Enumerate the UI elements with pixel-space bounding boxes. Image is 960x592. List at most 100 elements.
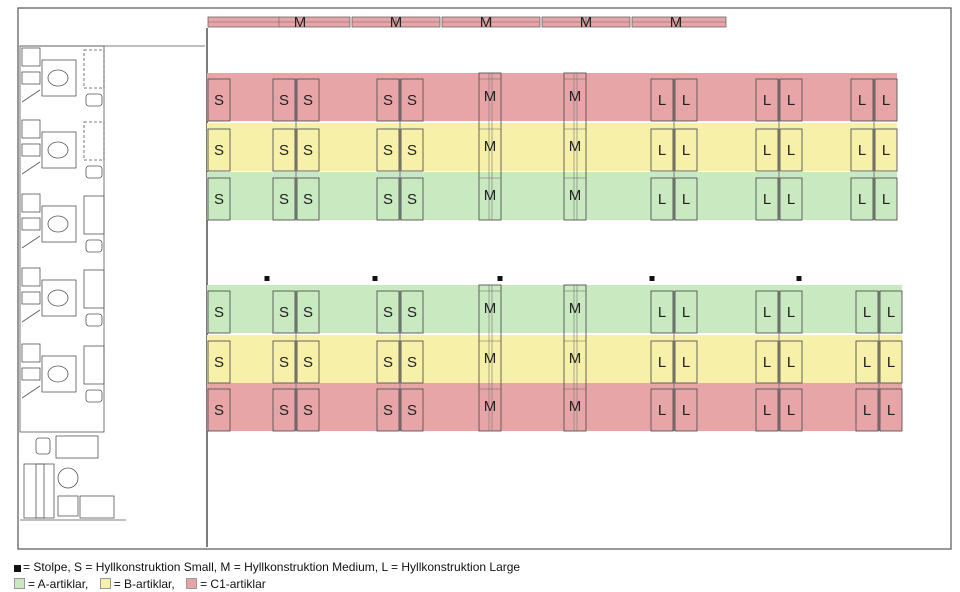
bottom-rack-unit: M M M <box>563 284 587 432</box>
shelf-label: L <box>763 402 771 419</box>
shelf-label: L <box>882 92 890 109</box>
wall-shelf-unit: M <box>351 14 441 31</box>
bottom-rack-unit: L LL LL L <box>650 290 698 432</box>
shelf-label: L <box>787 304 795 321</box>
shelf-label: S <box>214 402 224 419</box>
bottom-row-band <box>207 335 902 383</box>
shelf-label: M <box>484 88 497 105</box>
shelf-label: M <box>484 300 497 317</box>
post-marker <box>796 276 802 281</box>
shelf-label: S <box>303 304 313 321</box>
top-rack-unit: S SS SS S <box>376 78 424 221</box>
shelf-label: S <box>407 402 417 419</box>
post-marker <box>649 276 655 281</box>
shelf-label: S <box>279 354 289 371</box>
shelf-label: S <box>214 92 224 109</box>
shelf-label: S <box>279 191 289 208</box>
bottom-rack-unit: S SS SS S <box>376 290 424 432</box>
shelf-label: S <box>214 304 224 321</box>
shelf-label: S <box>214 354 224 371</box>
top-rack-unit: L LL LL L <box>650 78 698 221</box>
shelf-label: M <box>569 300 582 317</box>
shelf-label: M <box>484 187 497 204</box>
shelf-label: L <box>682 142 690 159</box>
shelf-label: S <box>383 191 393 208</box>
legend-line-2: = A-artiklar, = B-artiklar, = C1-artikla… <box>14 577 266 591</box>
top-rack-unit: M M M <box>478 72 502 221</box>
top-rack-unit: S SS SS S <box>272 78 320 221</box>
bottom-rack-unit: S SS SS S <box>272 290 320 432</box>
top-rack-unit: M M M <box>563 72 587 221</box>
shelf-label: L <box>682 304 690 321</box>
top-row-band <box>207 172 897 220</box>
wall-shelf-label: M <box>480 14 493 31</box>
c1-articles-swatch <box>186 578 198 589</box>
shelf-label: S <box>279 304 289 321</box>
shelf-label: L <box>682 92 690 109</box>
bottom-rack-unit: L LL LL L <box>855 290 903 432</box>
shelf-label: L <box>863 304 871 321</box>
shelf-label: L <box>887 402 895 419</box>
office-area <box>19 45 205 521</box>
shelf-label: S <box>303 354 313 371</box>
top-rack-unit: L LL LL L <box>850 78 898 221</box>
top-rack-unit: L LL LL L <box>755 78 803 221</box>
shelf-label: L <box>658 304 666 321</box>
top-row-band <box>207 123 897 171</box>
wall-shelf-unit: M <box>441 14 541 31</box>
shelf-label: L <box>658 354 666 371</box>
b-articles-swatch <box>99 578 111 589</box>
shelf-label: S <box>407 304 417 321</box>
post-symbol-icon <box>14 565 21 572</box>
shelf-label: L <box>863 354 871 371</box>
shelf-label: S <box>303 191 313 208</box>
top-row-band <box>207 73 897 121</box>
shelf-label: L <box>763 304 771 321</box>
shelf-label: L <box>658 142 666 159</box>
bottom-row-band <box>207 383 902 431</box>
bottom-row-band <box>207 285 902 333</box>
shelf-label: L <box>858 191 866 208</box>
wall-shelf-unit: M <box>541 14 631 31</box>
wall-shelf-unit: M <box>631 14 727 31</box>
shelf-label: S <box>383 304 393 321</box>
plan-border <box>17 7 952 550</box>
shelf-label: S <box>383 142 393 159</box>
shelf-label: S <box>407 191 417 208</box>
shelf-label: M <box>484 398 497 415</box>
shelf-label: L <box>658 191 666 208</box>
shelf-label: L <box>787 191 795 208</box>
shelf-label: S <box>303 92 313 109</box>
bottom-rack-unit: M M M <box>478 284 502 432</box>
shelf-label: M <box>569 398 582 415</box>
c1-articles-label: = C1-artiklar <box>200 577 266 591</box>
shelf-label: M <box>569 350 582 367</box>
shelf-label: S <box>383 92 393 109</box>
shelf-label: S <box>279 402 289 419</box>
shelf-label: L <box>682 354 690 371</box>
wall-shelf-label: M <box>294 14 307 31</box>
shelf-label: M <box>569 88 582 105</box>
shelf-label: S <box>303 402 313 419</box>
shelf-label: L <box>887 354 895 371</box>
shelf-label: L <box>863 402 871 419</box>
shelf-label: S <box>214 142 224 159</box>
wall-shelf-label: M <box>390 14 403 31</box>
shelf-label: L <box>858 142 866 159</box>
bottom-rack-unit: S S S <box>207 290 231 432</box>
shelf-label: L <box>658 402 666 419</box>
shelf-label: M <box>569 187 582 204</box>
shelf-label: L <box>882 191 890 208</box>
shelf-label: S <box>279 92 289 109</box>
bottom-rack-unit: L LL LL L <box>755 290 803 432</box>
wall-shelf-label: M <box>580 14 593 31</box>
shelf-label: S <box>407 354 417 371</box>
shelf-label: L <box>858 92 866 109</box>
legend-line-1-text: = Stolpe, S = Hyllkonstruktion Small, M … <box>23 560 521 574</box>
shelf-label: L <box>763 191 771 208</box>
shelf-label: L <box>787 92 795 109</box>
shelf-label: L <box>763 142 771 159</box>
shelf-label: L <box>882 142 890 159</box>
